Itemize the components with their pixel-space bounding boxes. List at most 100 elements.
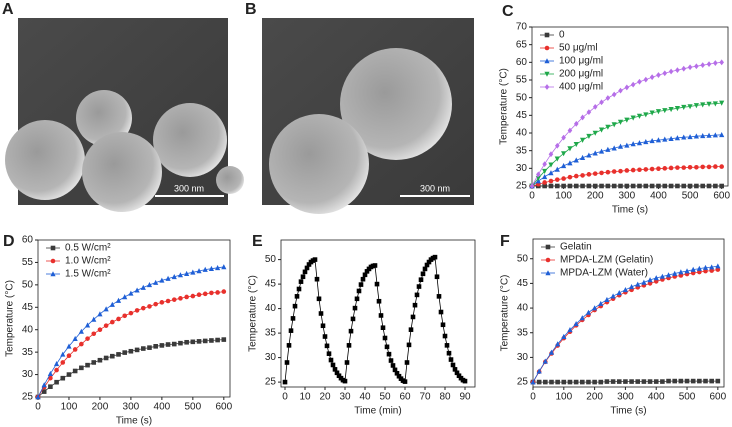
data-point [282, 379, 288, 385]
data-point [573, 157, 579, 163]
data-point [342, 378, 348, 384]
x-axis-label: Time (min) [354, 406, 401, 417]
data-point [444, 343, 450, 348]
data-point [60, 375, 66, 381]
legend-marker [544, 84, 550, 90]
data-point [629, 379, 634, 384]
data-point [605, 183, 611, 189]
data-point [693, 103, 699, 109]
y-tick-label: 40 [517, 303, 529, 314]
panel-label: E [252, 233, 263, 250]
x-tick-label: 60 [399, 392, 411, 403]
data-point [208, 265, 215, 272]
data-point [288, 328, 294, 333]
y-axis-label: Temperature (°C) [5, 280, 16, 357]
data-point [598, 127, 605, 133]
data-point [678, 269, 684, 275]
data-point [694, 164, 699, 170]
data-point [585, 309, 592, 315]
data-point [674, 105, 681, 112]
data-point [128, 310, 134, 316]
y-tick-label: 50 [265, 254, 277, 265]
data-point [653, 279, 659, 284]
x-tick-label: 200 [587, 191, 604, 202]
data-point [567, 146, 573, 152]
data-point [573, 321, 579, 327]
y-tick-label: 30 [517, 352, 529, 363]
data-point [598, 148, 605, 154]
data-point [134, 287, 140, 293]
data-point [668, 107, 674, 113]
data-point [134, 347, 140, 353]
data-point [209, 290, 214, 296]
data-point [649, 166, 655, 172]
data-point [140, 284, 146, 290]
data-point [635, 379, 641, 384]
data-point [656, 72, 661, 78]
data-point [72, 335, 78, 341]
data-point [72, 368, 78, 374]
plot-frame [37, 239, 231, 398]
data-point [54, 367, 59, 373]
data-point [536, 368, 542, 374]
data-point [647, 281, 653, 286]
data-point [374, 281, 380, 287]
legend-marker [544, 71, 550, 77]
data-point [165, 342, 171, 347]
data-point [567, 160, 573, 166]
data-point [719, 100, 725, 106]
data-point [380, 325, 386, 331]
y-tick-label: 25 [516, 181, 528, 192]
panel-label: B [245, 1, 257, 18]
x-tick-label: 600 [709, 392, 726, 403]
y-axis-label: Temperature (°C) [500, 275, 511, 352]
data-point [659, 273, 665, 279]
data-point [660, 379, 665, 384]
y-tick-label: 70 [516, 22, 528, 33]
data-point [715, 263, 721, 269]
x-tick-label: 400 [650, 191, 667, 202]
data-point [598, 379, 604, 385]
data-point [703, 268, 708, 274]
sem-image-a: 300 nm [5, 18, 244, 212]
data-point [196, 292, 202, 298]
data-point [190, 269, 196, 275]
data-point [84, 322, 91, 328]
x-tick-label: 80 [439, 392, 451, 403]
data-point [668, 183, 674, 189]
data-point [436, 294, 442, 299]
data-point [586, 183, 592, 189]
data-point [292, 303, 298, 309]
legend-label: MPDA-LZM (Water) [560, 268, 648, 279]
data-point [561, 379, 567, 385]
series-line [532, 269, 718, 383]
data-point [690, 270, 696, 276]
data-point [97, 327, 103, 333]
data-point [628, 284, 635, 290]
data-point [693, 133, 699, 139]
data-point [85, 336, 90, 341]
data-point [655, 137, 662, 143]
series-line [532, 265, 718, 383]
data-point [328, 357, 334, 363]
x-tick-label: 70 [419, 392, 431, 403]
data-point [356, 288, 362, 294]
x-tick-label: 400 [648, 392, 665, 403]
plot-frame [280, 239, 476, 388]
series-line [37, 291, 224, 398]
data-point [110, 319, 115, 325]
data-point [554, 177, 560, 182]
data-point [352, 305, 358, 311]
data-point [605, 169, 611, 175]
data-point [78, 328, 84, 334]
data-point [330, 362, 336, 368]
data-point [97, 357, 103, 363]
data-point [700, 133, 706, 139]
data-point [159, 277, 165, 283]
x-tick-label: 500 [184, 402, 201, 413]
legend-label: 100 μg/ml [559, 56, 603, 67]
data-point [530, 379, 536, 385]
data-point [687, 134, 693, 140]
legend-label: MPDA-LZM (Gelatin) [560, 255, 653, 266]
data-point [326, 351, 332, 356]
